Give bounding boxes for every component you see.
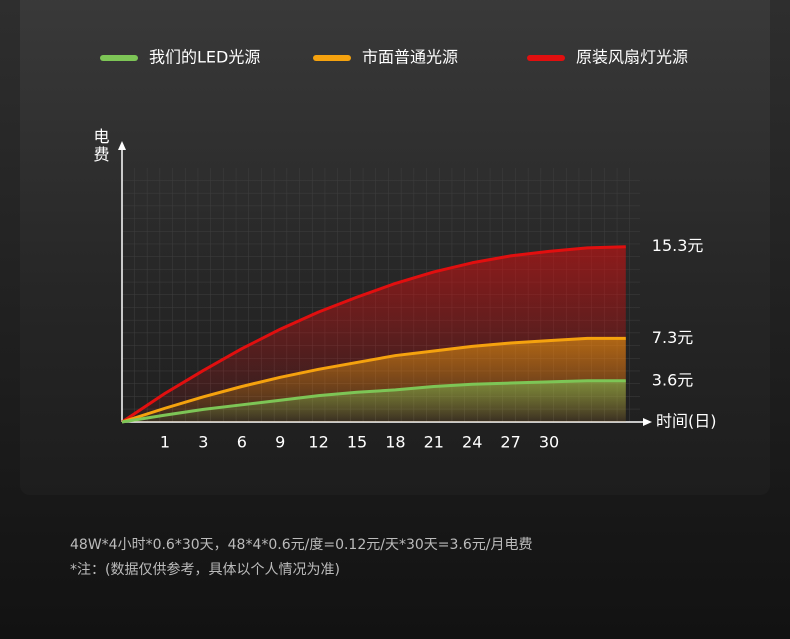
x-tick-label: 21: [424, 433, 444, 452]
legend-label: 原装风扇灯光源: [576, 48, 688, 67]
area: [122, 380, 626, 422]
x-tick-label: 12: [308, 433, 328, 452]
value-label: 7.3元: [652, 328, 693, 347]
x-label: 时间(日): [656, 412, 717, 431]
x-tick-label: 18: [385, 433, 405, 452]
legend-label: 我们的LED光源: [149, 48, 260, 67]
line: [121, 379, 626, 424]
x-tick-label: 15: [347, 433, 367, 452]
x-tick-label: 30: [539, 433, 559, 452]
note: 48W*4小时*0.6*30天，48*4*0.6元/度=0.12元/天*30天=…: [70, 537, 533, 553]
value-label: 15.3元: [652, 236, 704, 255]
y-label: 电费: [91, 128, 110, 164]
x-tick-label: 9: [275, 433, 285, 452]
x-tick-label: 27: [500, 433, 520, 452]
x-arrow: [643, 418, 652, 426]
note: *注：(数据仅供参考，具体以个人情况为准): [70, 561, 340, 578]
line: [121, 245, 626, 424]
legend-label: 市面普通光源: [362, 48, 458, 67]
line: [121, 336, 626, 424]
y-arrow: [118, 141, 126, 150]
x-tick-label: 24: [462, 433, 482, 452]
x-tick-label: 6: [237, 433, 247, 452]
value-label: 3.6元: [652, 370, 693, 389]
x-tick-label: 1: [160, 433, 170, 452]
x-tick-label: 3: [198, 433, 208, 452]
